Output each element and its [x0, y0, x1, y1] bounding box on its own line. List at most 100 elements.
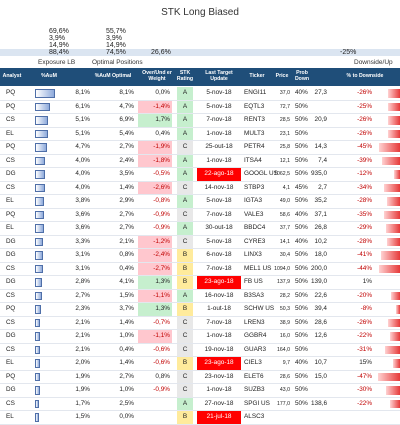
table-row[interactable]: PQ 3,6% 2,7% -0,9% C 7-nov-18 VALE3 58,6 40% 37,1… [0, 208, 400, 222]
aum-bar [35, 156, 45, 165]
aum-bar [35, 413, 39, 422]
rating-badge: A [177, 154, 193, 167]
table-row[interactable]: EL 3,8% 2,9% -0,8% A 5-nov-18 IGTA3 49,0 50% 35,2… [0, 195, 400, 209]
aum-cell: 1,5% [75, 413, 90, 420]
over-under-cell: -0,9% [153, 210, 170, 218]
header-prob-down[interactable]: Prob Down [294, 70, 310, 82]
rating-badge: C [177, 235, 193, 248]
over-under-cell: 1,7% [138, 114, 172, 127]
table-row[interactable]: CS 2,1% 1,4% -0,7% C 7-nov-18 LREN3 38,9 50% 28,6… [0, 316, 400, 330]
rating-badge: B [177, 357, 193, 370]
rating-badge: C [177, 330, 193, 343]
downside-cell: -29% [357, 224, 372, 231]
summary-cell: 14,9% [49, 42, 69, 49]
summary-row: 69,6% 55,7% [0, 28, 400, 35]
aum-optimal-cell: 1,4% [119, 359, 134, 366]
header-aum[interactable]: %AuM [41, 73, 57, 80]
table-row[interactable]: DG 3,1% 0,8% -2,4% B 6-nov-18 LINX3 30,4 50% 18,0… [0, 249, 400, 263]
over-under-cell: -1,1% [138, 289, 172, 302]
analyst-cell: PQ [6, 372, 16, 380]
target-date-cell: 5-nov-18 [206, 197, 232, 204]
table-row[interactable]: EL 5,1% 5,4% 0,4% A 1-nov-18 MULT3 23,1 50% -26% [0, 127, 400, 141]
rating-badge: B [177, 262, 193, 275]
table-row[interactable]: DG 2,1% 1,0% -1,1% C 1-nov-18 GGBR4 16,0 50% 12,6… [0, 330, 400, 344]
analyst-cell: EL [6, 413, 14, 420]
table-row[interactable]: CS 4,0% 2,4% -1,8% A 1-nov-18 ITSA4 12,1 50% 7,4 -… [0, 154, 400, 168]
table-row[interactable]: PQ 2,3% 3,7% 1,3% B 1-out-18 SCHW US 50,3 50% 39,… [0, 303, 400, 317]
aum-bar [35, 197, 44, 206]
target-date-cell: 5-nov-18 [206, 89, 232, 96]
downside-bar [387, 197, 400, 206]
prob-down-cell: 50% [295, 264, 308, 272]
prob-down-cell: 40% [295, 237, 308, 245]
header-rating[interactable]: STK Rating [176, 70, 194, 82]
header-last-target-update[interactable]: Last Target Update [205, 70, 233, 82]
table-row[interactable]: PQ 8,1% 8,1% 0,0% A 5-nov-18 ENGI11 37,0 40% 27,3… [0, 87, 400, 101]
table-row[interactable]: PQ 1,9% 2,7% 0,8% C 23-nov-18 ELET6 28,6 50% 15,0… [0, 370, 400, 384]
header-ticker[interactable]: Ticker [249, 73, 265, 80]
downside-cell: -41% [357, 251, 372, 258]
summary-cell: 14,9% [106, 42, 126, 49]
price-cell [274, 411, 290, 424]
header-aum-optimal[interactable]: %AuM Optimal [94, 73, 132, 80]
analyst-cell: PQ [6, 89, 16, 96]
table-row[interactable]: DG 1,9% 1,0% -0,9% C 1-nov-18 SUZB3 43,0 50% -30% [0, 384, 400, 398]
rating-badge: A [177, 195, 193, 208]
aum-bar [35, 143, 47, 152]
ticker-cell: B3SA3 [244, 291, 264, 299]
over-under-cell: 1,3% [138, 276, 172, 289]
target-price-cell: 28,6 [314, 318, 327, 326]
target-date-cell: 1-nov-18 [206, 156, 232, 164]
summary-row: 88,4% 74,5% 26,6% -25% [0, 49, 400, 56]
table-row[interactable]: EL 2,0% 1,4% -0,6% B 23-ago-18 CIEL3 9,7 40% 10,7… [0, 357, 400, 371]
price-cell: 177,0 [277, 400, 290, 407]
aum-cell: 2,1% [75, 318, 90, 326]
table-row[interactable]: EL 3,6% 2,7% -0,9% A 30-out-18 BBDC4 37,7 50% 26,… [0, 222, 400, 236]
ticker-cell: PETR4 [244, 143, 265, 150]
table-row[interactable]: DG 2,8% 4,1% 1,3% B 23-ago-18 FB US 137,9 50% 139… [0, 276, 400, 290]
over-under-cell: -0,9% [153, 224, 170, 231]
ticker-cell: EQTL3 [244, 102, 265, 110]
table-row[interactable]: DG 3,3% 2,1% -1,2% C 5-nov-18 CYRE3 14,1 40% 10,2… [0, 235, 400, 249]
ticker-cell: GGBR4 [244, 332, 267, 339]
table-row[interactable]: PQ 4,7% 2,7% -1,9% C 25-out-18 PETR4 25,8 50% 14,… [0, 141, 400, 155]
table-row[interactable]: CS 2,1% 0,4% -0,6% C 19-nov-18 GUAR3 164,0 50% -3… [0, 343, 400, 357]
downside-cell: -34% [357, 183, 372, 191]
table-row[interactable]: CS 4,0% 1,4% -2,6% C 14-nov-18 STBP3 4,1 45% 2,7 -… [0, 181, 400, 195]
aum-bar [35, 372, 40, 381]
table-row[interactable]: PQ 6,1% 4,7% -1,4% A 5-nov-18 EQTL3 72,7 50% -25% [0, 100, 400, 114]
downside-bar [381, 251, 400, 260]
analyst-cell: CS [6, 156, 15, 164]
price-cell: 28,5 [279, 117, 290, 123]
target-date-cell: 23-ago-18 [197, 276, 241, 289]
over-under-cell: -0,5% [153, 170, 170, 177]
aum-bar [35, 399, 39, 408]
table-row[interactable]: CS 2,7% 1,5% -1,1% A 16-nov-18 B3SA3 28,2 50% 22,… [0, 289, 400, 303]
aum-optimal-cell: 0,4% [119, 345, 134, 353]
over-under-cell [138, 398, 172, 411]
downside-cell: -35% [357, 210, 372, 218]
table-row[interactable]: CS 5,1% 6,9% 1,7% A 7-nov-18 RENT3 28,5 50% 20,9 -… [0, 114, 400, 128]
aum-cell: 6,1% [75, 102, 90, 110]
summary-cell: 3,9% [106, 35, 122, 42]
table-row[interactable]: DG 4,0% 3,5% -0,5% A 22-ago-18 GOOGL US 1062,5 5… [0, 168, 400, 182]
aum-optimal-cell: 2,7% [119, 210, 134, 218]
aum-cell: 2,0% [75, 359, 90, 366]
header-price[interactable]: Price [275, 73, 289, 80]
analyst-cell: EL [6, 224, 14, 231]
table-row[interactable]: CS 3,1% 0,4% -2,7% B 7-nov-18 MEL1 US 1094,0 50%… [0, 262, 400, 276]
header-over-under-weight[interactable]: Over/Und er Weight [142, 70, 172, 82]
target-price-cell: 15,0 [314, 372, 327, 380]
sheet-title: STK Long Biased [161, 7, 239, 18]
aum-bar [35, 183, 45, 192]
header-pct-downside[interactable]: % to Downside [346, 73, 384, 80]
target-date-cell: 7-nov-18 [206, 210, 232, 218]
aum-optimal-cell: 1,4% [119, 183, 134, 191]
table-row[interactable]: EL 1,5% 0,0% B 21-jul-18 ALSC3 [0, 411, 400, 425]
header-analyst[interactable]: Analyst [2, 73, 22, 80]
summary-cell: 3,9% [49, 35, 65, 42]
aum-bar [35, 129, 48, 138]
price-cell: 28,6 [279, 373, 290, 380]
aum-optimal-cell: 4,1% [119, 278, 134, 285]
target-date-cell: 1-nov-18 [206, 129, 232, 137]
